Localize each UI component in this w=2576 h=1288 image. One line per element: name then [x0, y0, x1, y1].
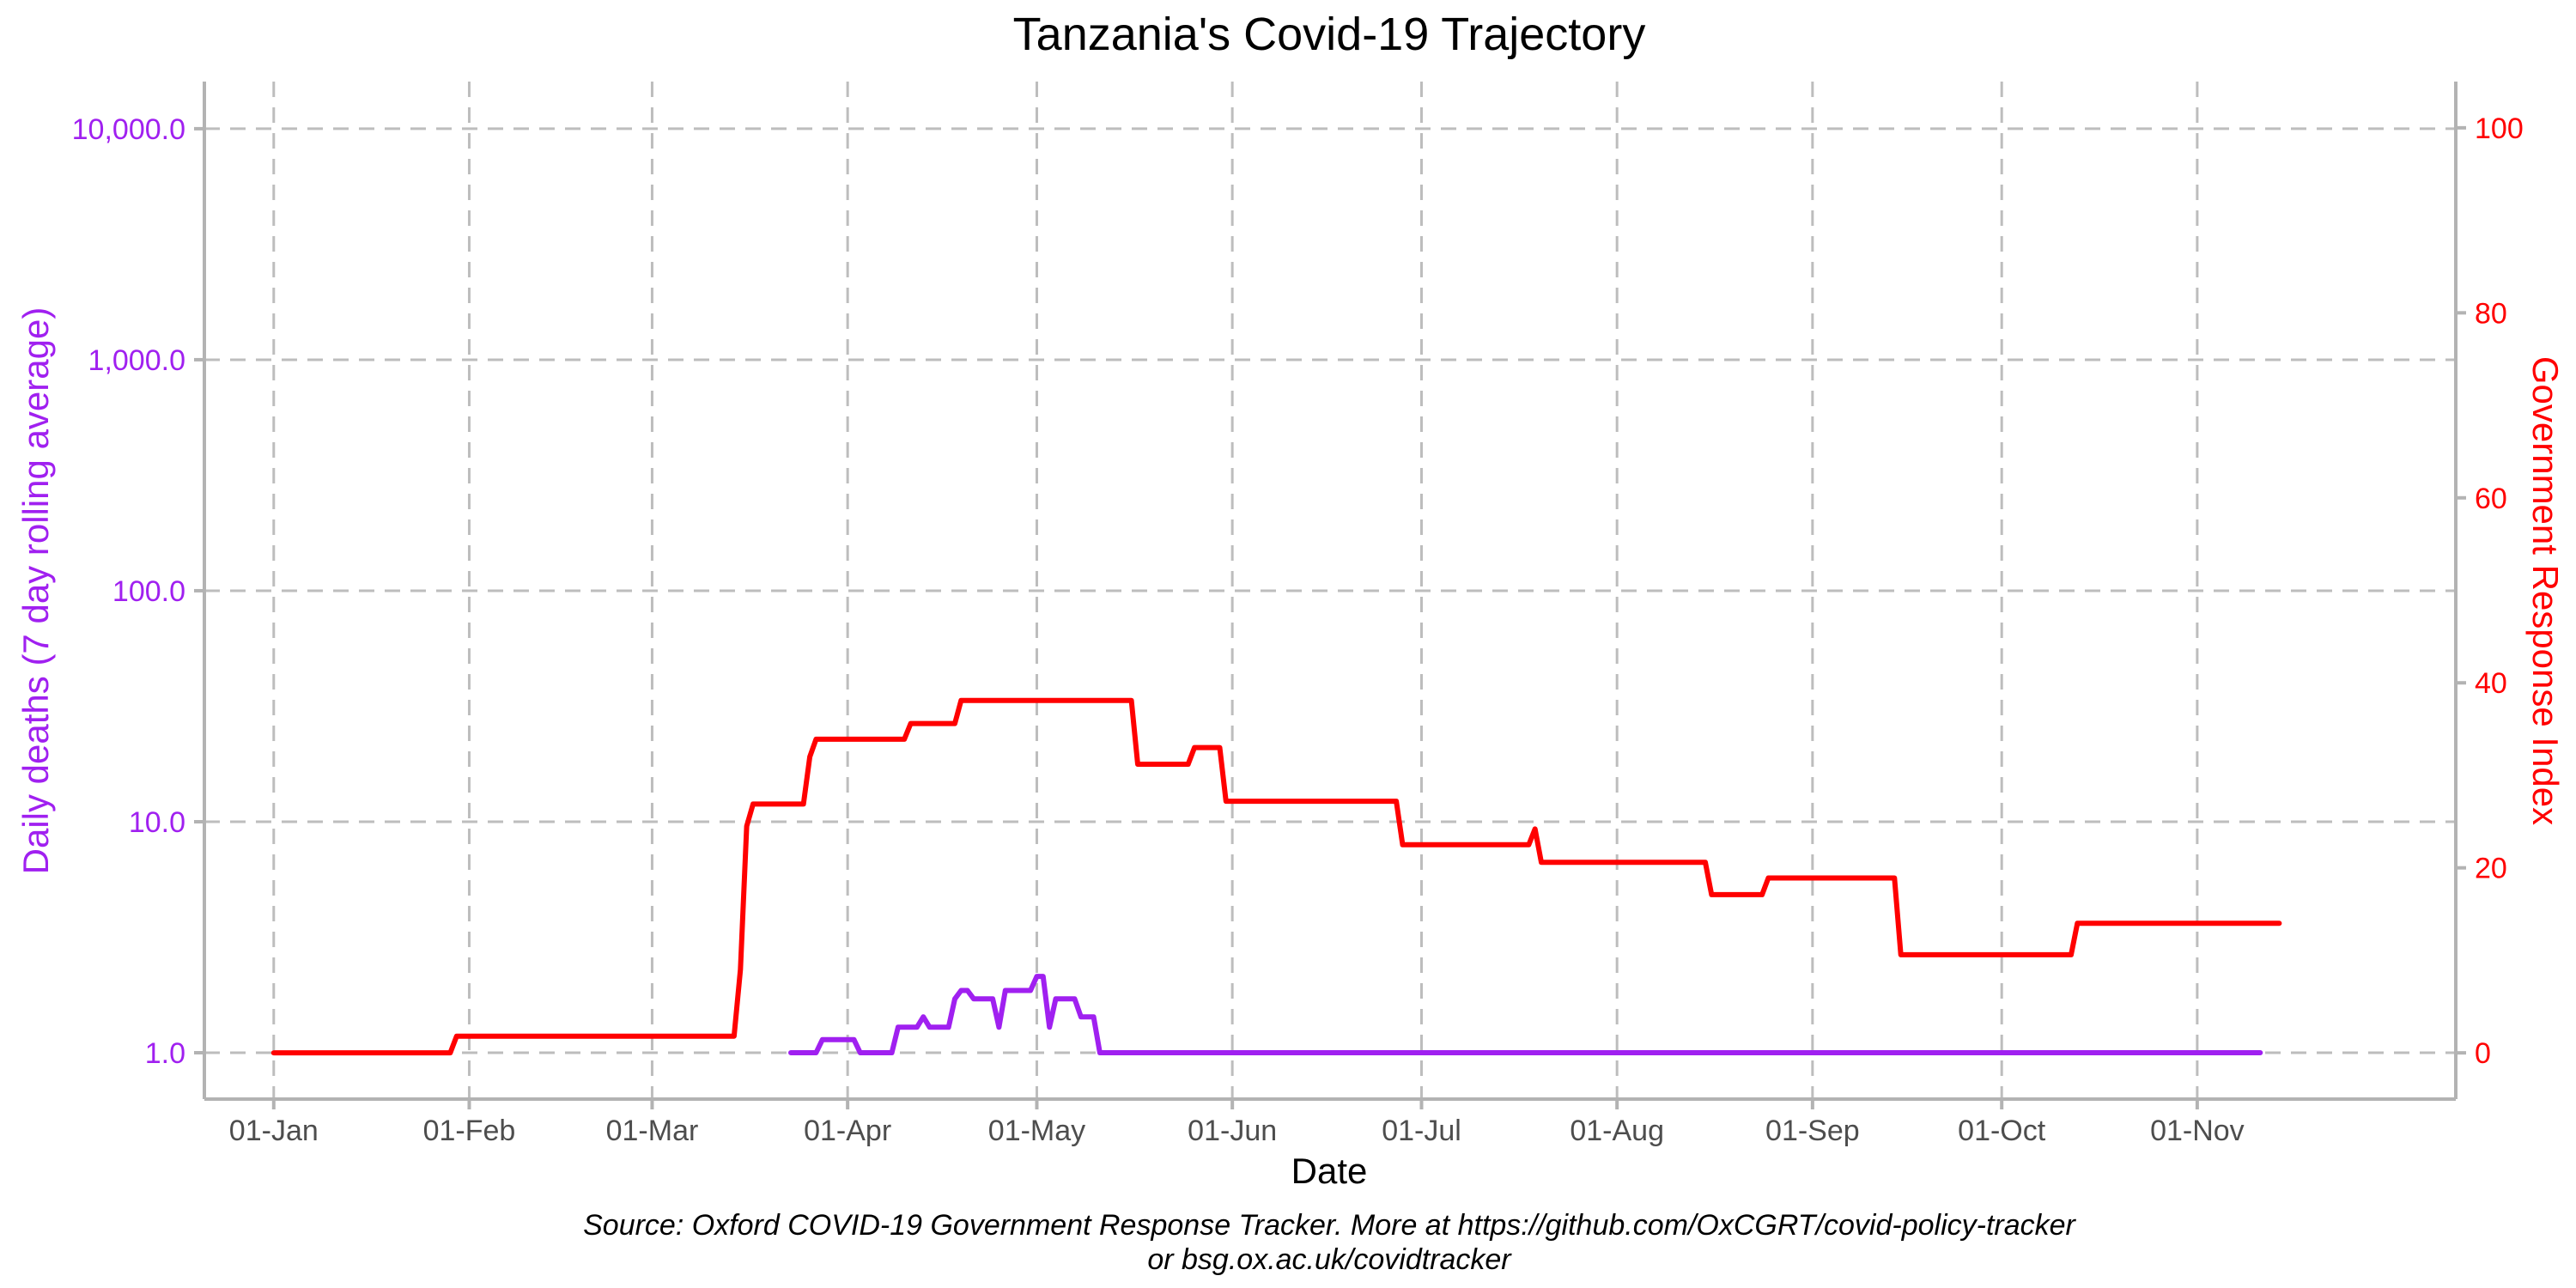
left-tick-label: 10.0 [129, 806, 185, 839]
x-axis-title: Date [1291, 1151, 1368, 1191]
grid-layer [204, 82, 2456, 1099]
ticks-layer: 01-Jan 01-Feb 01-Mar 01-Apr 01-May 01-Jun 01-J… [72, 112, 2524, 1147]
right-tick-label: 80 [2475, 297, 2507, 330]
right-tick-label: 20 [2475, 853, 2507, 885]
government-response-index-line [270, 697, 2282, 1056]
left-tick-label: 1,000.0 [88, 344, 185, 377]
right-tick-label: 100 [2475, 112, 2524, 145]
right-axis-title: Government Response Index [2525, 356, 2566, 825]
x-tick-label: 01-Sep [1765, 1115, 1860, 1147]
x-tick-label: 01-Apr [804, 1115, 891, 1147]
series-layer [270, 697, 2282, 1056]
x-tick-label: 01-Mar [606, 1115, 699, 1147]
right-tick-label: 40 [2475, 667, 2507, 700]
source-caption-line2: or bsg.ox.ac.uk/covidtracker [1147, 1243, 1512, 1276]
x-tick-label: 01-Jul [1382, 1115, 1461, 1147]
x-tick-label: 01-Nov [2150, 1115, 2245, 1147]
x-tick-label: 01-May [988, 1115, 1085, 1147]
left-tick-label: 100.0 [112, 575, 185, 608]
x-tick-label: 01-Aug [1570, 1115, 1664, 1147]
left-axis-title: Daily deaths (7 day rolling average) [15, 307, 56, 875]
x-tick-label: 01-Jan [229, 1115, 319, 1147]
right-tick-label: 60 [2475, 483, 2507, 515]
daily-deaths-line [788, 974, 2263, 1055]
x-tick-label: 01-Oct [1958, 1115, 2046, 1147]
x-tick-label: 01-Jun [1188, 1115, 1277, 1147]
chart-title: Tanzania's Covid-19 Trajectory [1013, 9, 1646, 60]
x-tick-label: 01-Feb [423, 1115, 516, 1147]
left-tick-label: 1.0 [145, 1037, 185, 1070]
left-tick-label: 10,000.0 [72, 113, 185, 146]
source-caption-line1: Source: Oxford COVID-19 Government Respo… [583, 1209, 2076, 1242]
right-tick-label: 0 [2475, 1037, 2491, 1070]
